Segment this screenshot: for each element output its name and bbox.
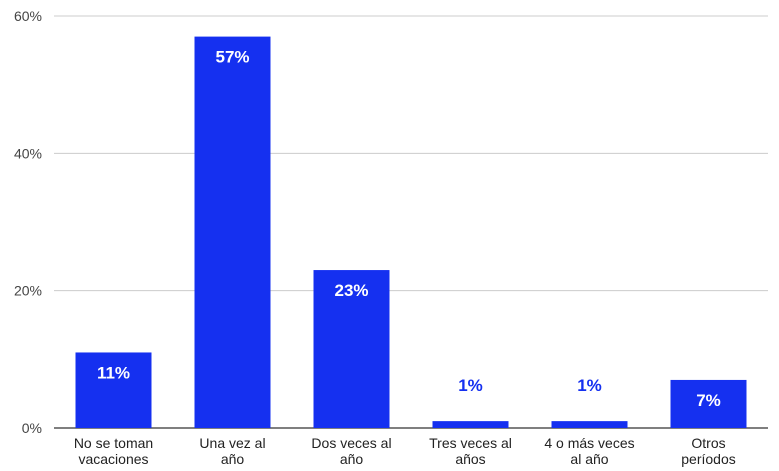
x-category-label: 4 o más veces xyxy=(544,435,634,451)
bar xyxy=(432,421,509,428)
bar xyxy=(551,421,628,428)
y-axis-tick-labels: 0% 20% 40% 60% xyxy=(14,8,42,436)
data-label: 1% xyxy=(577,376,602,395)
data-label: 7% xyxy=(696,391,721,410)
x-category-label: vacaciones xyxy=(78,451,148,467)
data-label: 1% xyxy=(458,376,483,395)
x-category-label: años xyxy=(455,451,485,467)
x-category-label: períodos xyxy=(681,451,735,467)
gridlines xyxy=(54,15,768,429)
bar xyxy=(194,36,271,428)
bar xyxy=(313,270,390,428)
x-category-label: Otros xyxy=(691,435,725,451)
x-category-label: No se toman xyxy=(74,435,153,451)
data-label: 11% xyxy=(97,363,130,382)
data-label: 23% xyxy=(334,281,368,300)
x-category-label: Dos veces al xyxy=(311,435,391,451)
x-category-label: año xyxy=(221,451,245,467)
bar xyxy=(670,379,747,428)
y-tick-label: 0% xyxy=(22,420,42,436)
y-tick-label: 40% xyxy=(14,145,42,161)
y-tick-label: 60% xyxy=(14,8,42,24)
bar xyxy=(75,352,152,428)
x-category-label: Una vez al xyxy=(199,435,265,451)
value-labels: 11% 57% 23% 1% 1% 7% xyxy=(97,48,721,410)
x-category-label: año xyxy=(340,451,364,467)
y-tick-label: 20% xyxy=(14,283,42,299)
data-label: 57% xyxy=(215,48,249,67)
x-category-label: al año xyxy=(570,451,608,467)
x-category-label: Tres veces al xyxy=(429,435,512,451)
bars xyxy=(75,36,747,428)
